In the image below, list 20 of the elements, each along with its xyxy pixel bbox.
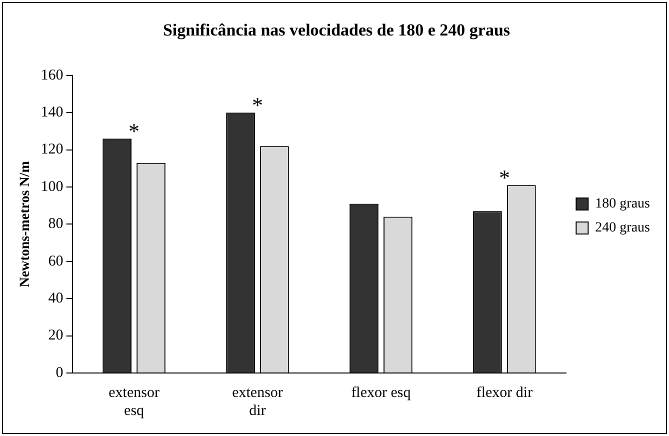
y-tick-label: 20 — [48, 328, 64, 344]
y-tick-label: 160 — [40, 67, 64, 84]
annotation: * — [128, 118, 140, 144]
x-tick-label: flexor dir — [476, 384, 533, 401]
legend-label: 180 graus — [595, 196, 650, 212]
y-tick-label: 60 — [48, 253, 64, 270]
y-tick-label: 120 — [40, 142, 64, 158]
x-tick-label: extensor dir — [232, 384, 283, 419]
y-tick-label: 40 — [48, 290, 64, 307]
x-tick-label: extensor esq — [108, 384, 160, 419]
legend-label: 240 graus — [595, 220, 650, 236]
y-axis-title: Newtons-metros N/m — [18, 160, 34, 288]
y-tick-label: 80 — [48, 216, 64, 232]
chart-title: Significância nas velocidades de 180 e 240 graus — [162, 20, 510, 40]
y-tick-label: 140 — [40, 104, 64, 121]
y-tick-label: 100 — [40, 178, 64, 195]
x-tick-label: flexor esq — [351, 384, 412, 401]
annotation: * — [498, 165, 510, 190]
y-tick-label: 0 — [56, 364, 64, 381]
annotation: * — [252, 92, 264, 118]
